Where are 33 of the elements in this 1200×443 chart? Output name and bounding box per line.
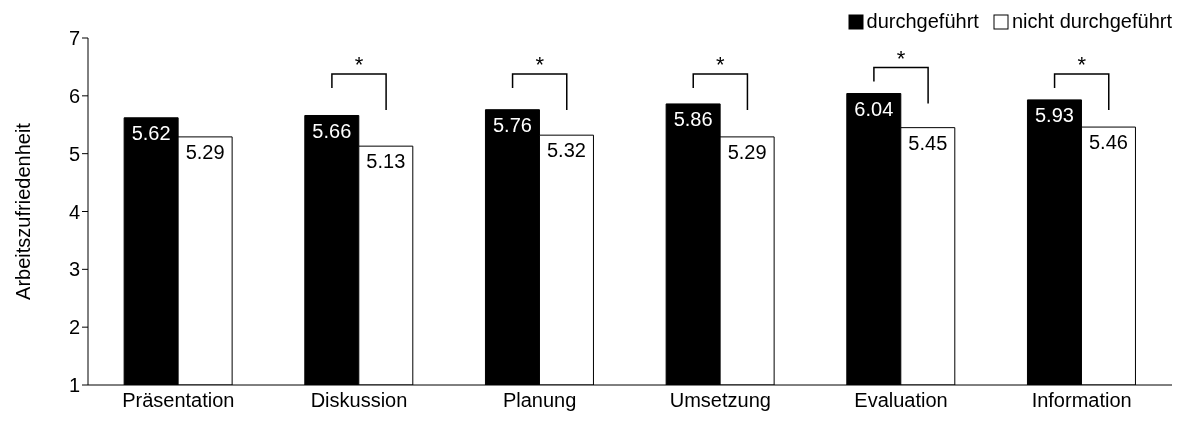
y-axis-title: Arbeitszufriedenheit bbox=[12, 122, 35, 300]
y-tick-label: 6 bbox=[68, 84, 80, 107]
y-tick-label: 5 bbox=[68, 142, 80, 165]
x-tick-label: Planung bbox=[502, 389, 577, 412]
data-label: 5.46 bbox=[1089, 131, 1128, 154]
data-label: 5.32 bbox=[547, 139, 586, 162]
annotation: * bbox=[716, 52, 726, 77]
data-label: 5.29 bbox=[185, 141, 225, 164]
data-label: 5.76 bbox=[493, 113, 532, 136]
x-tick-label: Umsetzung bbox=[669, 389, 771, 412]
legend-label: durchgeführt bbox=[865, 10, 979, 33]
annotation: * bbox=[535, 52, 545, 77]
data-label: 5.13 bbox=[366, 150, 406, 173]
data-label: 5.29 bbox=[727, 141, 767, 164]
x-tick-label: Präsentation bbox=[122, 389, 235, 412]
x-tick-label: Diskussion bbox=[310, 389, 408, 412]
annotation: * bbox=[1077, 51, 1087, 77]
y-tick-label: 4 bbox=[68, 200, 80, 223]
y-tick-label: 1 bbox=[68, 374, 80, 397]
x-tick-label: Information bbox=[1031, 389, 1132, 412]
data-label: 5.86 bbox=[673, 108, 713, 131]
data-label: 5.62 bbox=[131, 122, 171, 145]
y-tick-label: 7 bbox=[68, 27, 80, 50]
annotation: * bbox=[896, 45, 906, 71]
data-label: 5.45 bbox=[908, 131, 948, 154]
y-tick-label: 3 bbox=[68, 258, 80, 281]
x-tick-label: Evaluation bbox=[854, 389, 948, 412]
annotation: * bbox=[354, 52, 364, 77]
data-label: 6.04 bbox=[854, 97, 894, 120]
legend-label: nicht durchgeführt bbox=[1010, 10, 1172, 33]
data-label: 5.93 bbox=[1035, 104, 1074, 127]
y-tick-label: 2 bbox=[68, 316, 80, 339]
data-label: 5.66 bbox=[312, 119, 352, 142]
